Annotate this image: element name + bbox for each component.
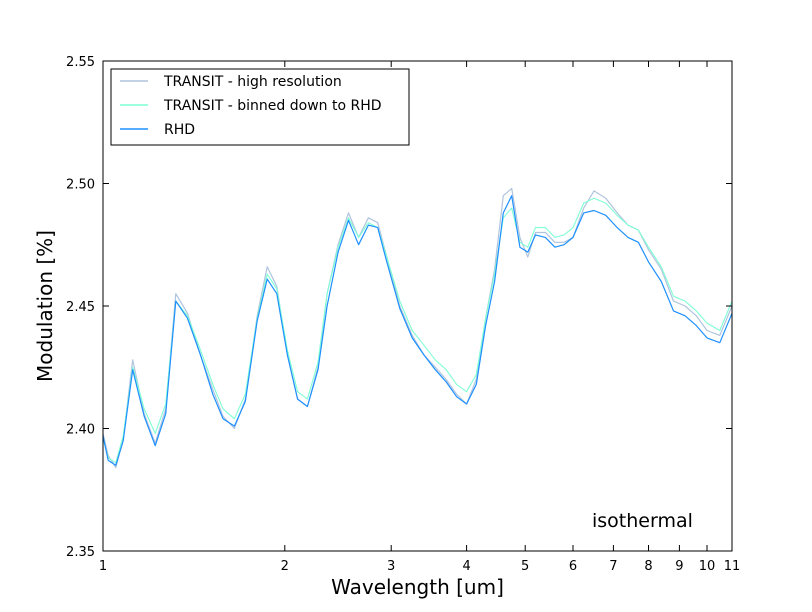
x-tick-label-7: 7 xyxy=(609,559,617,574)
y-axis-title: Modulation [%] xyxy=(33,230,57,382)
legend-label-transit-binned: TRANSIT - binned down to RHD xyxy=(163,98,382,114)
y-tick-label-2.45: 2.45 xyxy=(66,300,95,315)
y-tick-label-2.35: 2.35 xyxy=(66,545,95,560)
x-tick-label-2: 2 xyxy=(281,559,289,574)
x-tick-label-8: 8 xyxy=(644,559,652,574)
annotation-isothermal: isothermal xyxy=(592,510,693,532)
ticks-layer: 1 2 3 4 5 6 7 8 9 10 11 2.35 2.40 2.45 2.50 2.55 xyxy=(66,55,740,574)
series-transit-binned xyxy=(103,197,732,464)
x-tick-label-11: 11 xyxy=(724,559,741,574)
series-layer xyxy=(103,187,732,469)
legend-box xyxy=(110,68,410,146)
legend-label-rhd: RHD xyxy=(164,122,195,138)
x-tick-label-4: 4 xyxy=(462,559,470,574)
x-tick-label-6: 6 xyxy=(569,559,577,574)
legend: TRANSIT - high resolution TRANSIT - binn… xyxy=(110,68,410,146)
series-rhd xyxy=(103,195,732,466)
x-tick-label-5: 5 xyxy=(521,559,529,574)
x-axis-title: Wavelength [um] xyxy=(331,575,504,599)
x-tick-label-10: 10 xyxy=(699,559,716,574)
y-tick-label-2.50: 2.50 xyxy=(66,178,95,193)
y-tick-label-2.40: 2.40 xyxy=(66,423,95,438)
x-tick-label-1: 1 xyxy=(99,559,107,574)
legend-label-transit-high-res: TRANSIT - high resolution xyxy=(163,74,342,90)
x-tick-label-3: 3 xyxy=(387,559,395,574)
y-tick-label-2.55: 2.55 xyxy=(66,55,95,70)
x-tick-label-9: 9 xyxy=(675,559,683,574)
